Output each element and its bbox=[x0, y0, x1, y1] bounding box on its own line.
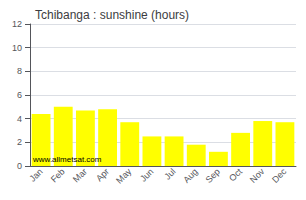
svg-text:12: 12 bbox=[12, 19, 22, 29]
svg-text:Oct: Oct bbox=[227, 166, 244, 183]
svg-text:Sep: Sep bbox=[204, 166, 222, 184]
svg-text:www.allmetsat.com: www.allmetsat.com bbox=[32, 155, 102, 164]
svg-text:Jul: Jul bbox=[162, 166, 177, 181]
svg-text:2: 2 bbox=[17, 137, 22, 147]
svg-text:10: 10 bbox=[12, 43, 22, 53]
svg-text:May: May bbox=[114, 166, 133, 185]
svg-text:Nov: Nov bbox=[248, 166, 267, 185]
svg-text:Jan: Jan bbox=[27, 166, 44, 183]
svg-text:Jun: Jun bbox=[138, 166, 155, 183]
svg-text:Apr: Apr bbox=[94, 166, 111, 183]
svg-text:6: 6 bbox=[17, 90, 22, 100]
svg-text:Mar: Mar bbox=[71, 166, 89, 184]
svg-text:Dec: Dec bbox=[270, 166, 289, 185]
svg-text:Feb: Feb bbox=[49, 166, 67, 184]
svg-text:Aug: Aug bbox=[181, 166, 199, 184]
svg-text:Tchibanga : sunshine (hours): Tchibanga : sunshine (hours) bbox=[35, 8, 189, 22]
svg-text:8: 8 bbox=[17, 66, 22, 76]
svg-text:0: 0 bbox=[17, 161, 22, 171]
svg-text:4: 4 bbox=[17, 114, 22, 124]
